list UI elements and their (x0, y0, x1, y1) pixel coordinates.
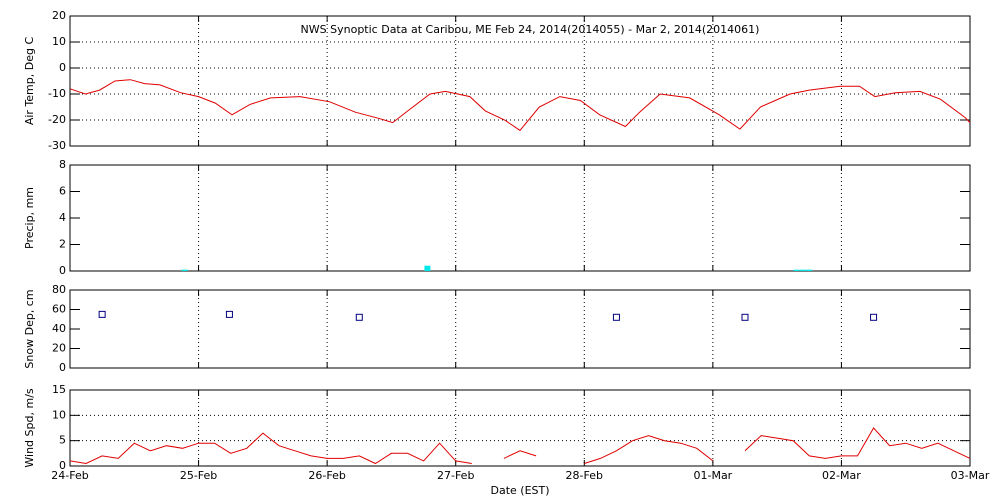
y-tick-label: 0 (59, 459, 66, 472)
x-tick-label: 01-Mar (693, 469, 732, 482)
y-tick-label: -20 (48, 113, 66, 126)
data-line (69, 427, 971, 465)
bar (799, 269, 806, 271)
x-tick-label: 25-Feb (180, 469, 217, 482)
y-tick-label: 40 (52, 322, 66, 335)
point (98, 310, 106, 318)
y-tick-label: 0 (59, 264, 66, 277)
y-axis-label: Wind Spd, m/s (23, 388, 36, 468)
x-tick-label: 26-Feb (308, 469, 345, 482)
y-tick-label: 10 (52, 35, 66, 48)
x-tick-label: 28-Feb (566, 469, 603, 482)
y-axis-label: Precip, mm (23, 187, 36, 249)
point (870, 313, 878, 321)
y-tick-label: -30 (48, 139, 66, 152)
plot-frame (69, 289, 971, 369)
y-tick-label: 10 (52, 408, 66, 421)
x-tick-label: 03-Mar (951, 469, 990, 482)
bar (424, 265, 431, 271)
y-tick-label: 15 (52, 383, 66, 396)
chart-title: NWS Synoptic Data at Caribou, ME Feb 24,… (301, 23, 760, 36)
y-tick-label: 8 (59, 158, 66, 171)
x-tick-label: 24-Feb (51, 469, 88, 482)
point (225, 310, 233, 318)
point (355, 313, 363, 321)
y-tick-label: 2 (59, 238, 66, 251)
x-tick-label: 02-Mar (822, 469, 861, 482)
y-axis-label: Air Temp, Deg C (23, 37, 36, 126)
x-tick-label: 27-Feb (437, 469, 474, 482)
y-tick-label: 0 (59, 61, 66, 74)
point (741, 313, 749, 321)
y-tick-label: 80 (52, 283, 66, 296)
y-tick-label: 5 (59, 434, 66, 447)
y-tick-label: 20 (52, 9, 66, 22)
point (612, 313, 620, 321)
plot-frame (69, 15, 971, 147)
y-tick-label: -10 (48, 87, 66, 100)
bar (806, 269, 813, 271)
y-tick-label: 20 (52, 342, 66, 355)
data-line (69, 79, 971, 132)
y-tick-label: 60 (52, 303, 66, 316)
plot-frame (69, 164, 971, 272)
bar (793, 269, 800, 271)
y-axis-label: Snow Dep, cm (23, 289, 36, 368)
x-axis-label: Date (EST) (490, 484, 549, 497)
y-tick-label: 4 (59, 211, 66, 224)
plot-frame (69, 389, 971, 467)
bar (181, 269, 188, 271)
y-tick-label: 0 (59, 361, 66, 374)
y-tick-label: 6 (59, 185, 66, 198)
